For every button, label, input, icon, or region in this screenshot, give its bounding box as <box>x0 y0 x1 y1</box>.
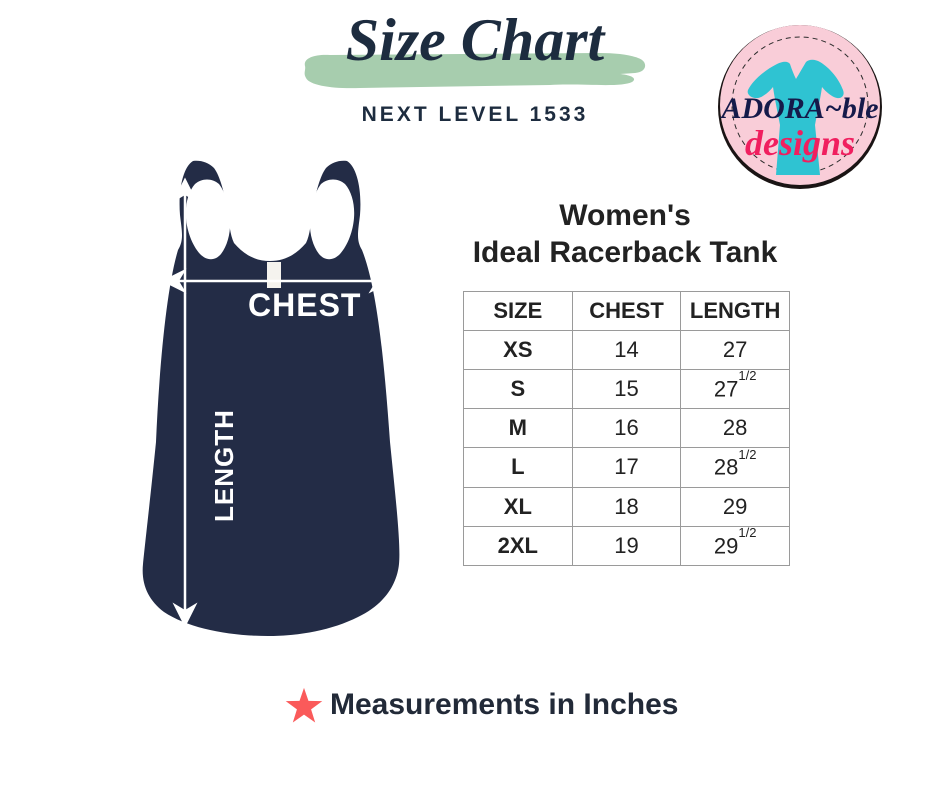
svg-text:ADORA~ble: ADORA~ble <box>719 92 878 125</box>
svg-text:designs: designs <box>745 123 855 163</box>
